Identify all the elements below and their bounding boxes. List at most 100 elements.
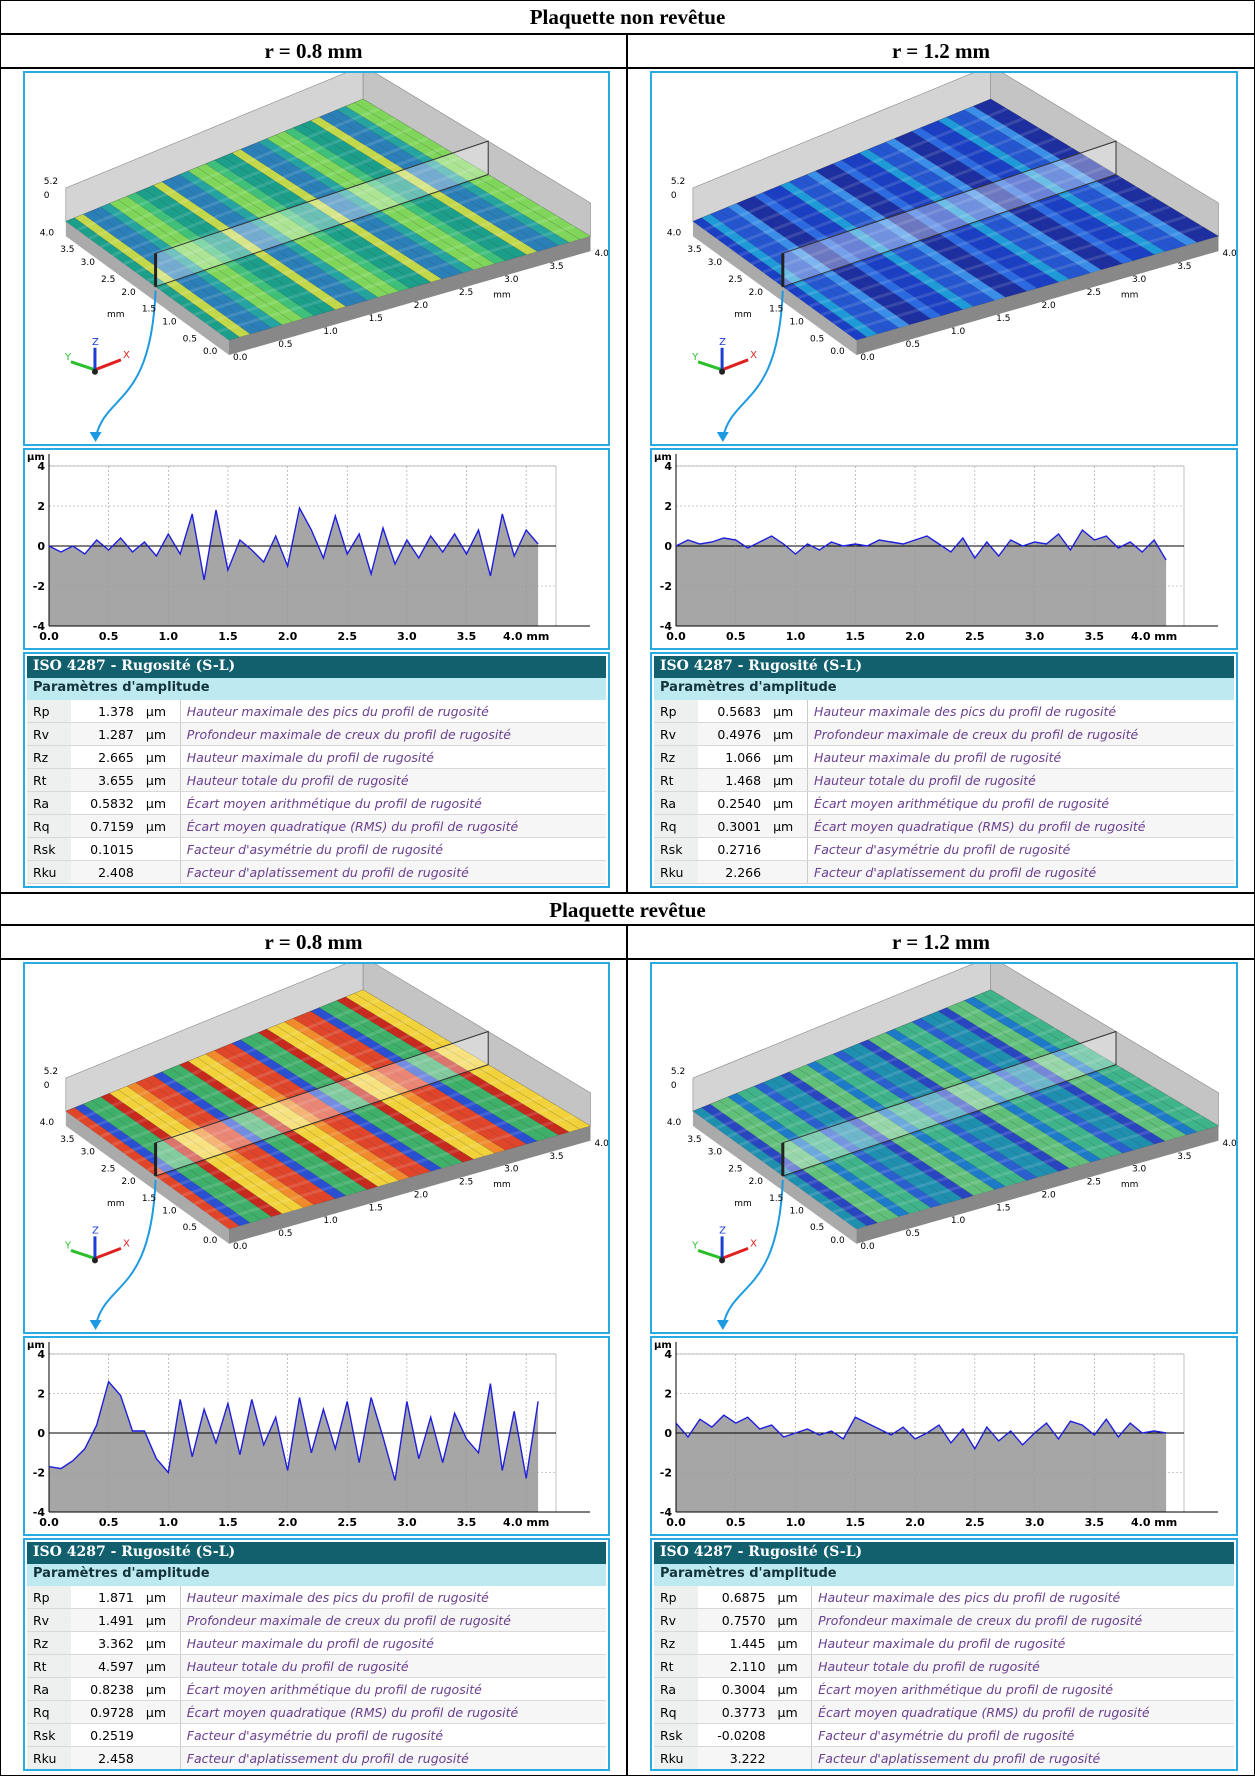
param-value: 0.2519 <box>70 1723 140 1747</box>
axis-unit: mm <box>1121 291 1139 301</box>
parameter-row: Rq 0.9728 µm Écart moyen quadratique (RMS) … <box>27 1700 606 1724</box>
surface-texture <box>111 1027 429 1147</box>
profile-line <box>48 505 539 581</box>
right-tick-label: 2.5 <box>459 1178 473 1188</box>
parameter-row: Rsk 0.1015 Facteur d'asymétrie du profil d… <box>27 837 606 861</box>
table-title: ISO 4287 - Rugosité (S-L) <box>654 1542 1234 1564</box>
right-tick-label: 1.5 <box>369 314 383 324</box>
profile-area <box>49 1381 539 1512</box>
x-tick-label: 1.5 <box>218 630 238 643</box>
axis-triad-label: Z <box>719 337 726 348</box>
param-desc: Profondeur maximale de creux du profil d… <box>811 1608 1234 1632</box>
param-name: Rz <box>27 745 71 769</box>
left-tick-label: 1.0 <box>162 1207 177 1217</box>
param-unit: µm <box>139 814 181 838</box>
axis-triad <box>91 1257 98 1264</box>
y-axis-label: µm <box>27 452 45 463</box>
surface-texture <box>76 107 380 232</box>
left-tick-label: 0.0 <box>203 347 218 357</box>
y-tick-label: -2 <box>33 1467 45 1480</box>
x-tick-label: 3.5 <box>457 1516 477 1529</box>
surface-texture <box>774 1056 1106 1172</box>
surface-texture <box>135 156 462 274</box>
axis-triad <box>91 368 98 375</box>
parameter-row: Rv 1.491 µm Profondeur maximale de creux du… <box>27 1608 606 1632</box>
x-tick-label: 2.5 <box>965 630 985 643</box>
profile-area <box>49 508 539 626</box>
param-desc: Hauteur totale du profil de rugosité <box>179 768 606 792</box>
column-header: r = 0.8 mm <box>0 925 627 959</box>
surface-texture <box>797 1075 1138 1189</box>
left-tick-label: 0.0 <box>830 1236 845 1246</box>
surface-texture <box>820 205 1171 317</box>
surface-ridge <box>981 989 1220 1130</box>
param-unit: µm <box>139 1586 181 1609</box>
param-name: Rsk <box>654 837 698 861</box>
param-name: Rz <box>654 745 698 769</box>
param-value: 3.222 <box>697 1746 772 1769</box>
side-wall <box>229 1125 591 1244</box>
param-desc: Hauteur maximale du profil de rugosité <box>807 745 1234 769</box>
param-unit: µm <box>767 814 808 838</box>
x-tick-label: 4.0 mm <box>503 1516 549 1529</box>
param-value: 1.445 <box>697 1631 772 1655</box>
param-value: 2.458 <box>70 1746 140 1769</box>
surface-texture <box>727 126 1041 249</box>
param-value: 1.491 <box>70 1608 140 1632</box>
profile-chart: -4 -2 0 2 4 0.0 0.5 1.0 1.5 2.0 2.5 3.0 3.5 4.0 mm µm <box>654 1340 1218 1529</box>
param-unit: µm <box>767 700 808 723</box>
x-tick-label: 2.0 <box>905 1516 925 1529</box>
axis-triad-label: Y <box>691 1240 699 1251</box>
param-unit: µm <box>139 791 181 815</box>
x-tick-label: 0.0 <box>39 1516 59 1529</box>
param-name: Rku <box>654 860 698 884</box>
left-tick-label: 3.0 <box>81 258 96 268</box>
right-tick-label: 1.0 <box>323 1216 338 1226</box>
right-tick-label: 3.5 <box>549 262 563 272</box>
param-name: Rq <box>654 814 698 838</box>
right-tick-label: 1.5 <box>369 1203 383 1213</box>
param-value: 0.3001 <box>697 814 768 838</box>
parameter-row: Rt 2.110 µm Hauteur totale du profil de rug… <box>654 1654 1234 1678</box>
parameter-table: Rp 0.6875 µm Hauteur maximale des pics du p… <box>654 1586 1234 1769</box>
y-tick-label: 2 <box>664 500 672 513</box>
x-tick-label: 1.0 <box>786 630 806 643</box>
right-tick-label: 3.5 <box>549 1152 563 1162</box>
param-name: Rz <box>654 1631 698 1655</box>
x-tick-label: 4.0 mm <box>1131 630 1177 643</box>
side-wall <box>692 221 857 355</box>
parameter-row: Rz 1.066 µm Hauteur maximale du profil de r… <box>654 745 1234 769</box>
param-name: Rt <box>654 768 698 792</box>
section-title: Plaquette non revêtue <box>0 0 1255 34</box>
parameter-row: Rp 1.871 µm Hauteur maximale des pics du pr… <box>27 1586 606 1609</box>
table-subtitle: Paramètres d'amplitude <box>27 678 606 700</box>
param-value: 0.5683 <box>697 700 768 723</box>
x-tick-label: 0.0 <box>666 1516 686 1529</box>
axis-triad <box>70 360 96 372</box>
y-tick-label: -2 <box>33 580 45 593</box>
right-tick-label: 3.0 <box>1132 1165 1147 1175</box>
side-wall <box>856 236 1219 355</box>
link-arrowhead <box>89 1320 102 1330</box>
surface-texture <box>704 998 1008 1122</box>
y-tick-label: 2 <box>37 500 45 513</box>
surface-texture <box>135 1046 462 1164</box>
right-tick-label: 0.5 <box>278 340 292 350</box>
surface-texture <box>715 1007 1024 1130</box>
x-tick-label: 1.0 <box>159 1516 179 1529</box>
table-box: ISO 4287 - Rugosité (S-L) Paramètres d'am… <box>650 652 1238 888</box>
right-tick-label: 1.5 <box>996 314 1010 324</box>
parameter-row: Rsk 0.2519 Facteur d'asymétrie du profil d… <box>27 1723 606 1747</box>
surface-texture <box>715 117 1024 240</box>
axis-triad-label: Y <box>64 352 72 363</box>
axis-triad <box>697 1248 723 1260</box>
surface-3d: 5.2 0 4.0 3.5 3.0 2.5 2.0 1.5 1.0 0.5 0.0 0.0 0.5 1.0… <box>40 73 608 442</box>
y-tick-label: -2 <box>660 1467 672 1480</box>
param-name: Rp <box>27 700 71 723</box>
param-unit: µm <box>771 1586 812 1609</box>
param-name: Ra <box>654 1677 698 1701</box>
param-unit: µm <box>139 1608 181 1632</box>
param-value: 1.287 <box>70 722 140 746</box>
param-unit: µm <box>771 1654 812 1678</box>
param-desc: Profondeur maximale de creux du profil d… <box>179 1608 606 1632</box>
